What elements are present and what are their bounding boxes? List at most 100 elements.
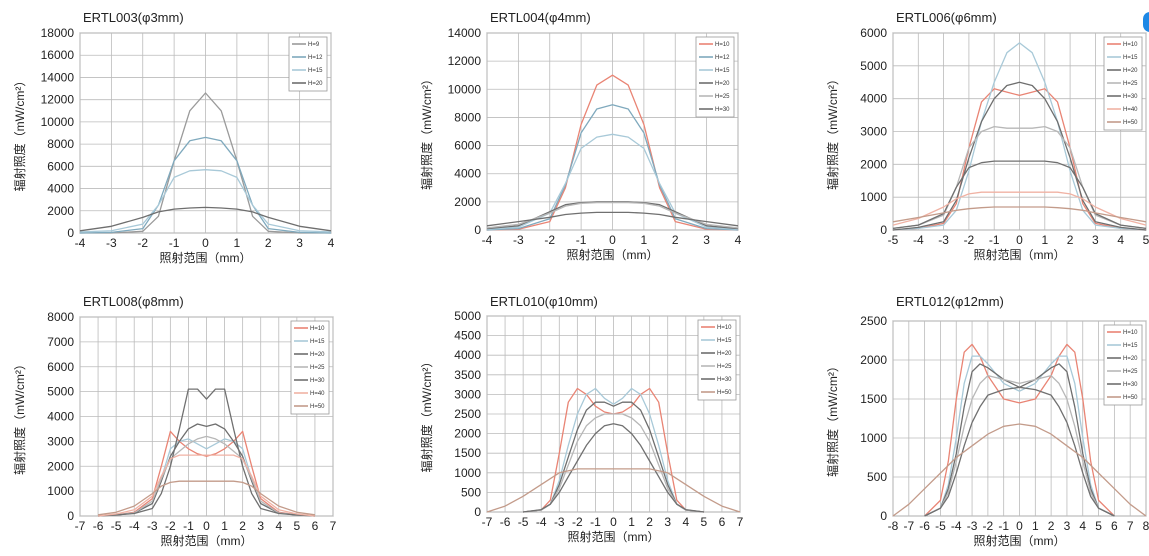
legend-label: H=15 bbox=[1123, 55, 1138, 61]
legend-label: H=15 bbox=[717, 338, 732, 344]
chart-title: ERTL008(φ8mm) bbox=[83, 294, 184, 309]
series-line-h-20 bbox=[98, 423, 315, 517]
scroll-indicator[interactable] bbox=[1143, 12, 1149, 32]
y-tick-label: 1000 bbox=[47, 484, 74, 498]
chart-title: ERTL010(φ10mm) bbox=[490, 294, 598, 309]
x-tick-label: -4 bbox=[75, 236, 86, 250]
x-tick-label: 1 bbox=[221, 519, 228, 533]
x-tick-label: -1 bbox=[183, 519, 194, 533]
x-tick-label: 0 bbox=[1016, 233, 1023, 247]
legend-label: H=50 bbox=[1123, 395, 1138, 401]
legend-label: H=12 bbox=[308, 55, 323, 61]
y-tick-label: 1500 bbox=[860, 392, 887, 406]
legend-label: H=40 bbox=[310, 391, 325, 397]
y-tick-label: 500 bbox=[461, 485, 481, 499]
series-line-h-25 bbox=[486, 201, 739, 229]
legend: H=10 H=15 H=20 H=25 H=30 H=50 bbox=[1103, 324, 1143, 406]
x-axis-label: 照射范围（mm） bbox=[160, 250, 252, 265]
y-axis-label: 辐射照度（mW/cm²） bbox=[825, 73, 840, 190]
y-tick-label: 5000 bbox=[47, 385, 74, 399]
series-line-h-10 bbox=[924, 343, 1115, 517]
y-tick-label: 3000 bbox=[47, 434, 74, 448]
legend-label: H=30 bbox=[717, 377, 732, 383]
x-tick-label: 3 bbox=[664, 515, 671, 529]
legend-label: H=10 bbox=[310, 326, 325, 332]
y-tick-label: 2000 bbox=[860, 353, 887, 367]
y-tick-label: 8000 bbox=[47, 137, 74, 151]
series-line-h-9 bbox=[80, 92, 331, 234]
y-tick-label: 4000 bbox=[47, 410, 74, 424]
legend-label: H=40 bbox=[1123, 107, 1138, 113]
series-line-h-20 bbox=[523, 401, 704, 513]
legend-box bbox=[697, 319, 737, 401]
x-axis-label: 照射范围（mm） bbox=[974, 533, 1066, 548]
legend-label: H=20 bbox=[1123, 68, 1138, 74]
y-tick-label: 1000 bbox=[860, 431, 887, 445]
x-tick-label: 1 bbox=[1032, 519, 1039, 533]
x-tick-label: 5 bbox=[1095, 519, 1102, 533]
legend-label: H=50 bbox=[717, 390, 732, 396]
y-tick-label: 7000 bbox=[47, 335, 74, 349]
y-tick-label: 12000 bbox=[448, 54, 482, 68]
y-tick-label: 6000 bbox=[47, 159, 74, 173]
chart-title: ERTL003(φ3mm) bbox=[83, 10, 184, 25]
y-tick-label: 5000 bbox=[454, 309, 481, 323]
x-tick-label: 2 bbox=[265, 236, 272, 250]
x-tick-label: -2 bbox=[165, 519, 176, 533]
series-line-h-30 bbox=[98, 388, 315, 517]
legend-label: H=30 bbox=[715, 107, 730, 113]
y-tick-label: 16000 bbox=[41, 48, 75, 62]
y-tick-label: 14000 bbox=[41, 70, 75, 84]
series-line-h-25 bbox=[924, 374, 1115, 517]
legend-label: H=12 bbox=[715, 55, 730, 61]
series-line-h-30 bbox=[486, 211, 739, 227]
x-tick-label: -2 bbox=[964, 233, 975, 247]
y-tick-label: 2000 bbox=[454, 427, 481, 441]
x-tick-label: 6 bbox=[312, 519, 319, 533]
series-line-h-20 bbox=[79, 206, 332, 232]
series-line-h-50 bbox=[98, 480, 315, 516]
y-axis-label: 辐射照度（mW/cm²） bbox=[419, 73, 434, 190]
y-tick-label: 500 bbox=[867, 470, 887, 484]
x-tick-label: -3 bbox=[106, 236, 117, 250]
legend-label: H=50 bbox=[310, 404, 325, 410]
legend: H=10 H=12 H=15 H=20 H=25 H=30 bbox=[695, 36, 735, 118]
y-tick-label: 5000 bbox=[860, 59, 887, 73]
y-tick-label: 12000 bbox=[41, 93, 75, 107]
x-tick-label: 8 bbox=[1143, 519, 1149, 533]
legend-label: H=15 bbox=[310, 339, 325, 345]
x-tick-label: -1 bbox=[576, 233, 587, 247]
x-tick-label: 0 bbox=[1016, 519, 1023, 533]
series-line-h-50 bbox=[892, 423, 1147, 517]
legend-label: H=25 bbox=[1123, 369, 1138, 375]
chart-panel: ERTL003(φ3mm) -4 -3 -2 -1 0 1 2 3 4 0 2000 4000 6000 8… bbox=[12, 10, 335, 265]
y-tick-label: 4000 bbox=[454, 167, 481, 181]
x-tick-label: 4 bbox=[328, 236, 335, 250]
x-tick-label: 5 bbox=[1143, 233, 1149, 247]
legend: H=10 H=15 H=20 H=25 H=30 H=40 H=50 bbox=[290, 320, 330, 415]
x-tick-label: 6 bbox=[719, 515, 726, 529]
x-tick-label: 1 bbox=[234, 236, 241, 250]
series-line-h-15 bbox=[523, 387, 704, 513]
x-tick-label: -6 bbox=[919, 519, 930, 533]
x-tick-label: 0 bbox=[609, 233, 616, 247]
y-tick-label: 6000 bbox=[860, 26, 887, 40]
y-tick-label: 3000 bbox=[454, 387, 481, 401]
y-axis-label: 辐射照度（mW/cm²） bbox=[12, 358, 27, 475]
y-tick-label: 4000 bbox=[47, 182, 74, 196]
legend-box bbox=[288, 36, 328, 92]
chart-panel: ERTL008(φ8mm)-7 -6 -5 -4 -3 -2 -1 0 1 2 3 4 5 6 701000… bbox=[12, 294, 337, 548]
series-line-h-20 bbox=[892, 81, 1147, 231]
legend-label: H=30 bbox=[310, 378, 325, 384]
x-axis-label: 照射范围（mm） bbox=[974, 247, 1066, 262]
x-tick-label: -3 bbox=[147, 519, 158, 533]
x-tick-label: 2 bbox=[1067, 233, 1074, 247]
series-line-h-10 bbox=[98, 430, 315, 517]
y-tick-label: 2000 bbox=[47, 459, 74, 473]
x-tick-label: -1 bbox=[998, 519, 1009, 533]
legend-label: H=20 bbox=[715, 81, 730, 87]
legend-label: H=20 bbox=[308, 81, 323, 87]
y-tick-label: 18000 bbox=[41, 26, 75, 40]
y-tick-label: 14000 bbox=[448, 26, 482, 40]
legend-label: H=25 bbox=[310, 365, 325, 371]
